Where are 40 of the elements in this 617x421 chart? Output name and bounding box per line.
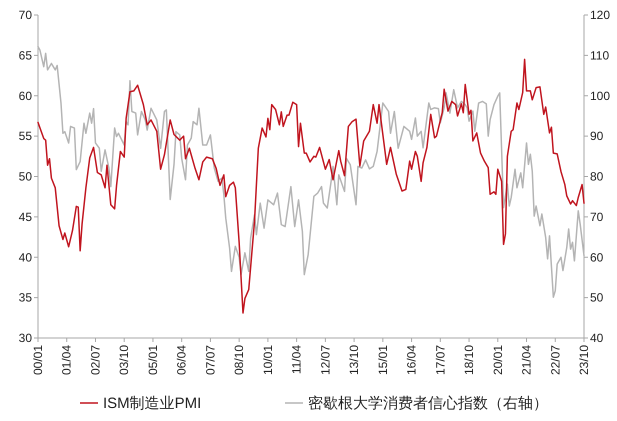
y2-tick-label: 110 bbox=[590, 48, 610, 62]
x-tick-label: 03/10 bbox=[117, 344, 132, 376]
y-tick-label: 45 bbox=[18, 210, 32, 224]
x-tick-label: 12/07 bbox=[318, 344, 332, 376]
y2-tick-label: 60 bbox=[590, 250, 604, 264]
x-tick-label: 07/07 bbox=[203, 344, 218, 376]
x-tick-label: 23/10 bbox=[577, 344, 591, 376]
x-tick-label: 06/04 bbox=[174, 344, 189, 376]
y2-tick-label: 120 bbox=[590, 8, 610, 22]
legend-label: ISM制造业PMI bbox=[103, 395, 202, 412]
x-tick-label: 00/01 bbox=[31, 344, 45, 376]
y-tick-label: 50 bbox=[18, 170, 32, 184]
x-tick-label: 05/01 bbox=[146, 344, 160, 376]
x-tick-label: 01/04 bbox=[60, 344, 74, 376]
y2-tick-label: 70 bbox=[590, 210, 604, 224]
y2-tick-label: 90 bbox=[590, 129, 604, 144]
y-tick-label: 30 bbox=[18, 331, 32, 345]
x-tick-label: 10/01 bbox=[260, 344, 275, 376]
y2-tick-label: 80 bbox=[590, 170, 604, 184]
x-tick-label: 18/10 bbox=[462, 344, 476, 376]
y2-tick-label: 100 bbox=[590, 88, 610, 103]
x-tick-label: 17/07 bbox=[433, 344, 448, 376]
y-tick-label: 40 bbox=[18, 250, 32, 264]
x-tick-label: 20/01 bbox=[490, 344, 505, 376]
x-tick-label: 16/04 bbox=[404, 344, 419, 376]
x-tick-label: 22/07 bbox=[548, 344, 562, 376]
y2-tick-label: 40 bbox=[590, 331, 604, 345]
y-tick-label: 55 bbox=[18, 129, 32, 144]
y2-tick-label: 50 bbox=[590, 290, 604, 305]
x-tick-label: 11/04 bbox=[290, 344, 304, 374]
x-tick-label: 15/01 bbox=[376, 344, 390, 376]
y-tick-label: 60 bbox=[18, 88, 32, 103]
y-tick-label: 65 bbox=[18, 48, 32, 62]
x-tick-label: 08/10 bbox=[232, 344, 246, 376]
legend-label: 密歇根大学消费者信心指数（右轴） bbox=[308, 395, 548, 412]
x-tick-label: 21/04 bbox=[520, 344, 534, 376]
y-tick-label: 70 bbox=[18, 8, 32, 22]
x-tick-label: 02/07 bbox=[88, 344, 102, 376]
y-tick-label: 35 bbox=[18, 290, 32, 305]
x-tick-label: 13/10 bbox=[347, 344, 362, 376]
